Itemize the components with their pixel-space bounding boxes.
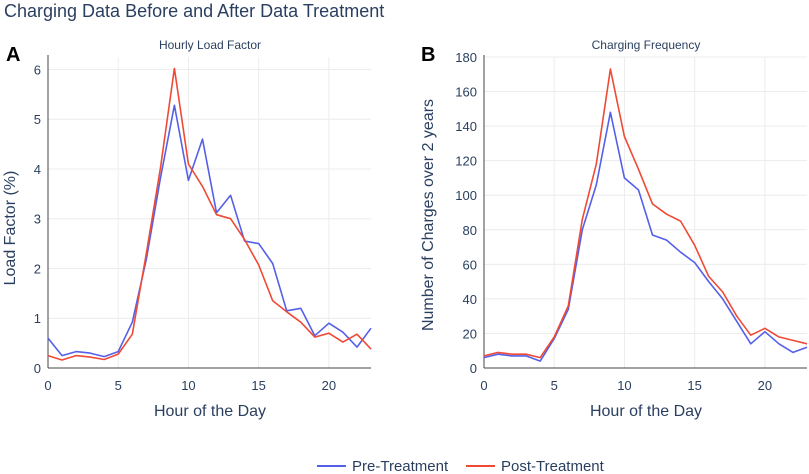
y-tick-label: 140 (455, 119, 477, 134)
y-tick-label: 80 (463, 223, 477, 238)
panel-a-ylabel: Load Factor (%) (2, 171, 19, 286)
panel-label-a: A (6, 44, 20, 66)
x-tick-label: 20 (322, 378, 336, 393)
y-tick-label: 180 (455, 50, 477, 65)
legend[interactable]: Pre-Treatment Post-Treatment (317, 458, 605, 474)
legend-item-pre-treatment[interactable]: Pre-Treatment (317, 458, 449, 474)
x-tick-label: 10 (181, 378, 195, 393)
y-tick-label: 100 (455, 188, 477, 203)
panel-a-xlabel: Hour of the Day (154, 403, 266, 420)
y-tick-label: 20 (463, 326, 477, 341)
legend-item-post-treatment[interactable]: Post-Treatment (466, 458, 605, 474)
x-tick-label: 5 (115, 378, 122, 393)
x-tick-label: 10 (617, 378, 631, 393)
panel-a-gridlines (47, 55, 371, 369)
y-tick-label: 1 (34, 311, 41, 326)
y-tick-label: 60 (463, 257, 477, 272)
y-tick-label: 120 (455, 154, 477, 169)
panel-b-xlabel: Hour of the Day (590, 403, 702, 420)
legend-label-pre-treatment: Pre-Treatment (352, 458, 449, 474)
x-tick-label: 5 (551, 378, 558, 393)
series-line-pre-treatment (483, 111, 808, 362)
panel-a-ticks: 0 1 2 3 4 5 6 0 5 10 15 20 (34, 62, 336, 393)
panel-label-b: B (421, 44, 435, 66)
x-tick-label: 0 (480, 378, 487, 393)
panel-b-title: Charging Frequency (592, 38, 701, 52)
series-line-post-treatment (47, 67, 372, 361)
y-tick-label: 4 (34, 162, 41, 177)
y-tick-label: 0 (470, 361, 477, 376)
legend-label-post-treatment: Post-Treatment (501, 458, 605, 474)
panel-a-title: Hourly Load Factor (159, 38, 261, 52)
x-tick-label: 0 (44, 378, 51, 393)
y-tick-label: 5 (34, 112, 41, 127)
y-tick-label: 0 (34, 361, 41, 376)
figure-title: Charging Data Before and After Data Trea… (4, 1, 384, 21)
x-tick-label: 15 (687, 378, 701, 393)
y-tick-label: 6 (34, 62, 41, 77)
x-tick-label: 15 (251, 378, 265, 393)
x-tick-label: 20 (758, 378, 772, 393)
series-line-post-treatment (483, 68, 808, 359)
series-line-pre-treatment (47, 104, 372, 358)
panel-a-load-factor: A Hourly Load Factor Hour of the Day Loa… (2, 38, 372, 420)
y-tick-label: 160 (455, 85, 477, 100)
y-tick-label: 3 (34, 212, 41, 227)
panel-a-series (47, 67, 372, 361)
panel-b-series (483, 68, 808, 362)
y-tick-label: 2 (34, 261, 41, 276)
panel-b-charging-frequency: B Charging Frequency Hour of the Day Num… (420, 38, 808, 420)
panel-b-ylabel: Number of Charges over 2 years (420, 99, 437, 331)
panel-b-ticks: 0 20 40 60 80 100 120 140 160 180 0 5 10 15 20 (455, 50, 772, 393)
y-tick-label: 40 (463, 292, 477, 307)
